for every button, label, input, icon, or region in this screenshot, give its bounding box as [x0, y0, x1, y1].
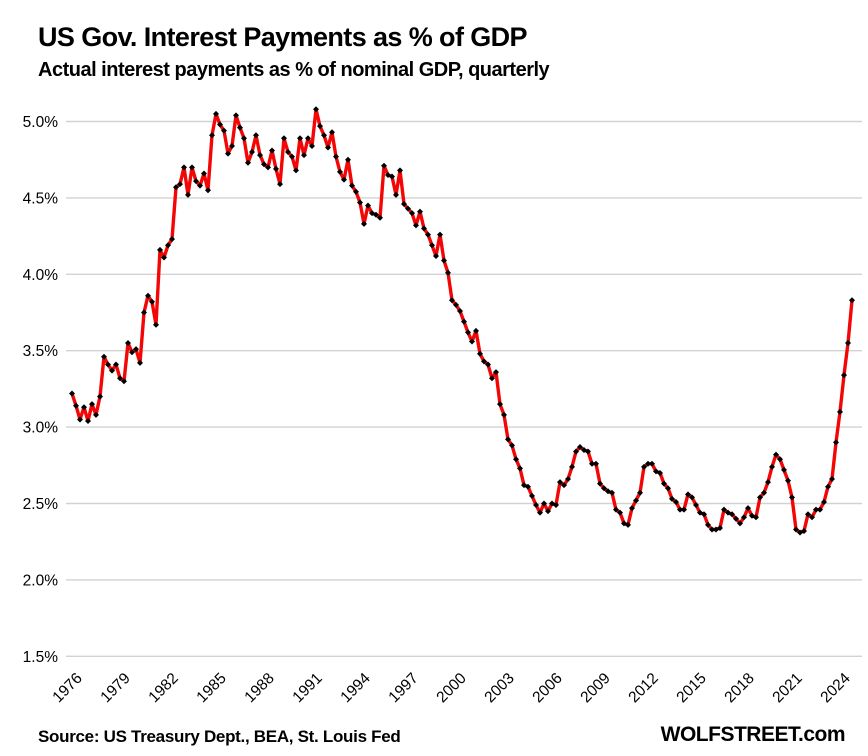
- x-axis-tick-label: 1997: [385, 670, 421, 706]
- x-axis-tick-label: 1994: [337, 670, 374, 707]
- x-axis-tick-label: 2018: [721, 670, 757, 706]
- y-axis-tick-label: 2.0%: [23, 572, 59, 589]
- y-axis-tick-label: 1.5%: [23, 649, 59, 666]
- x-axis-tick-label: 2021: [769, 670, 805, 706]
- x-axis-tick-label: 1976: [49, 670, 85, 706]
- chart-title: US Gov. Interest Payments as % of GDP: [38, 22, 528, 52]
- series-line: [70, 107, 854, 535]
- x-axis-tick-label: 1988: [241, 670, 277, 706]
- x-axis-tick-label: 2015: [673, 670, 709, 706]
- x-axis-tick-label: 2006: [529, 670, 565, 706]
- data-point-markers: [69, 106, 855, 536]
- y-axis-tick-label: 4.0%: [23, 267, 59, 284]
- x-axis-tick-label: 2000: [433, 670, 470, 707]
- x-axis-tick-label: 2024: [817, 670, 854, 707]
- source-attribution: Source: US Treasury Dept., BEA, St. Loui…: [38, 727, 401, 746]
- y-axis-tick-label: 2.5%: [23, 496, 59, 513]
- x-axis-tick-label: 1979: [97, 670, 133, 706]
- x-axis-tick-label: 1982: [145, 670, 181, 706]
- y-axis-tick-label: 3.5%: [23, 343, 59, 360]
- x-axis-tick-label: 1991: [289, 670, 325, 706]
- y-axis-tick-label: 4.5%: [23, 190, 59, 207]
- y-axis-tick-label: 3.0%: [23, 420, 59, 437]
- y-axis-tick-label: 5.0%: [23, 114, 59, 131]
- x-axis-tick-label: 2003: [481, 670, 517, 706]
- x-axis-tick-label: 2012: [625, 670, 661, 706]
- x-axis-tick-label: 1985: [193, 670, 229, 706]
- chart-subtitle: Actual interest payments as % of nominal…: [38, 59, 550, 81]
- x-axis-tick-label: 2009: [577, 670, 613, 706]
- site-watermark: WOLFSTREET.com: [660, 723, 846, 746]
